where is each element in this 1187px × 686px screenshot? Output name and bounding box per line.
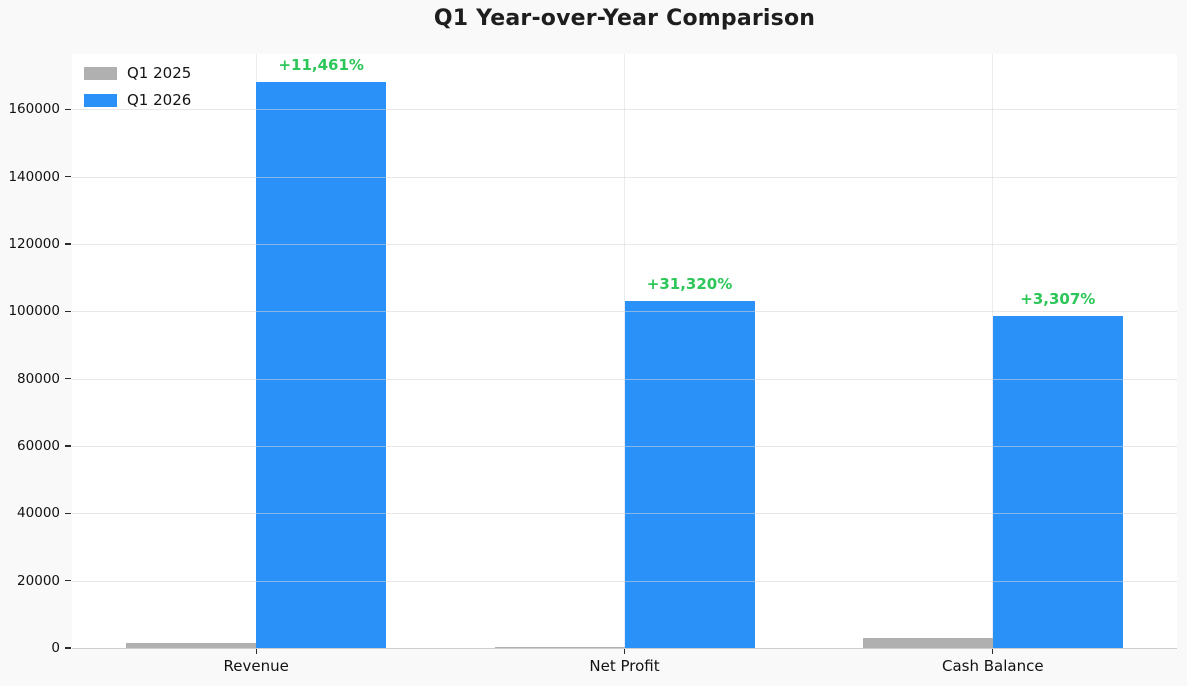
y-tick-label: 20000 [17, 572, 60, 589]
y-tick-mark [65, 243, 71, 245]
x-tick-mark [255, 649, 257, 654]
legend-swatch-q1-2025 [84, 66, 117, 80]
bar-q1-2025-net-profit [494, 646, 625, 648]
growth-label: +3,307% [1020, 290, 1096, 309]
x-axis-label: Net Profit [589, 657, 660, 675]
y-tick-mark [65, 108, 71, 110]
legend-item-q1-2025: Q1 2025 [84, 64, 191, 82]
y-tick-label: 40000 [17, 505, 60, 522]
y-tick-label: 120000 [8, 235, 60, 252]
y-tick-mark [65, 175, 71, 178]
y-tick-label: 100000 [8, 303, 60, 320]
y-tick-mark [65, 377, 71, 380]
y-tick-label: 140000 [8, 168, 60, 185]
y-tick-label: 80000 [17, 370, 60, 387]
bar-q1-2025-revenue [126, 643, 257, 648]
plot-area: +11,461% +31,320% +3,307% [72, 54, 1177, 649]
y-tick-mark [65, 647, 71, 649]
y-tick-mark [65, 512, 71, 514]
y-tick-mark [65, 445, 71, 447]
growth-label: +31,320% [646, 274, 733, 293]
legend: Q1 2025 Q1 2026 [84, 64, 191, 109]
chart-title: Q1 Year-over-Year Comparison [433, 6, 816, 31]
x-tick-mark [992, 649, 994, 654]
y-tick-label: 0 [51, 640, 60, 656]
y-tick-mark [65, 580, 71, 582]
x-axis-label: Cash Balance [942, 657, 1044, 675]
bar-q1-2025-cash-balance [862, 638, 993, 648]
y-tick-mark [65, 310, 71, 312]
x-tick-mark [623, 649, 626, 654]
y-tick-label: 160000 [8, 101, 60, 118]
bar-q1-2026-cash-balance [992, 316, 1123, 648]
annotations-layer: +11,461% +31,320% +3,307% [72, 54, 1177, 648]
x-axis-label: Revenue [223, 657, 289, 675]
legend-label: Q1 2026 [127, 91, 192, 109]
legend-label: Q1 2025 [127, 64, 192, 82]
legend-swatch-q1-2026 [84, 93, 117, 107]
growth-label: +11,461% [278, 56, 364, 75]
y-tick-label: 60000 [17, 438, 60, 454]
legend-item-q1-2026: Q1 2026 [84, 91, 191, 109]
bar-q1-2026-net-profit [624, 300, 755, 648]
